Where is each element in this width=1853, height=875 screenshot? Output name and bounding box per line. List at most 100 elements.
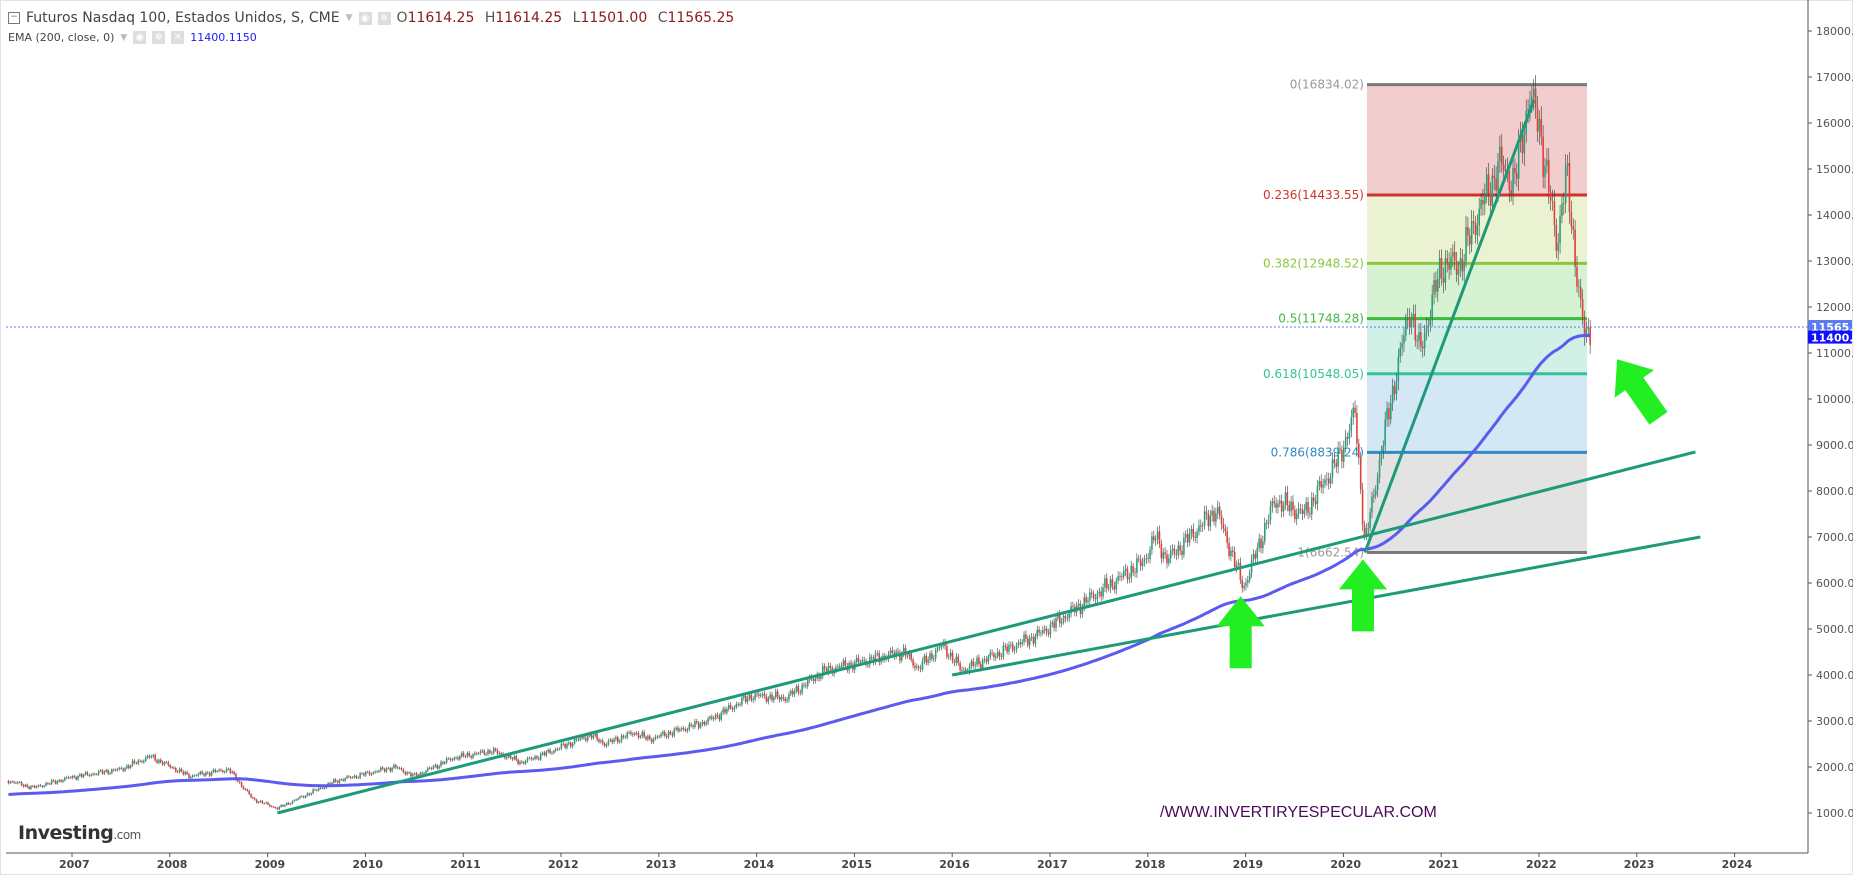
gear-icon[interactable]: ✲	[152, 31, 166, 44]
candle-body	[280, 804, 282, 807]
candle-body	[139, 760, 141, 762]
candle-body	[1038, 629, 1040, 633]
candle-body	[1553, 201, 1556, 226]
candle-body	[931, 653, 933, 659]
candle-body	[129, 765, 132, 768]
candle-body	[451, 759, 454, 761]
candle-body	[948, 656, 950, 658]
candle-body	[1359, 458, 1362, 490]
candle-body	[13, 781, 15, 783]
close-icon[interactable]: ✕	[171, 31, 185, 44]
candle-body	[1057, 613, 1059, 619]
candle-body	[445, 758, 448, 763]
candle-body	[133, 760, 136, 763]
candle-body	[737, 704, 739, 706]
candle-body	[359, 773, 361, 778]
candle-body	[1186, 534, 1189, 543]
candle-body	[492, 748, 495, 754]
candle-body	[1350, 417, 1353, 431]
candle-body	[137, 760, 140, 764]
candle-body	[1416, 340, 1418, 342]
candle-body	[660, 734, 662, 737]
candle-body	[244, 788, 247, 790]
candle-body	[598, 739, 600, 742]
candle-body	[237, 780, 239, 782]
candle-body	[284, 805, 286, 807]
candle-body	[840, 665, 843, 668]
fib-zone	[1367, 84, 1587, 196]
candle-body	[908, 653, 911, 657]
candle-body	[880, 659, 882, 663]
chevron-down-icon[interactable]: ▼	[120, 32, 128, 43]
candle-body	[628, 732, 630, 733]
candle-body	[35, 786, 38, 788]
gear-icon[interactable]: ✲	[377, 11, 391, 25]
candle-body	[1021, 642, 1023, 644]
candle-body	[959, 663, 961, 671]
candle-body	[1378, 459, 1381, 478]
candle-body	[1141, 562, 1144, 567]
y-tick-label: 14000.00	[1816, 209, 1853, 222]
eye-icon[interactable]: ◉	[358, 11, 372, 25]
candle-body	[1510, 190, 1512, 194]
candle-body	[515, 756, 518, 760]
candle-body	[276, 808, 279, 810]
ohlc-open: 11614.25	[407, 10, 475, 26]
candle-body	[297, 798, 299, 800]
axes: 18000.00 17000.00 16000.00 15000.00 14000.00…	[6, 0, 1853, 871]
eye-icon[interactable]: ◉	[133, 31, 147, 44]
minus-box-icon[interactable]: −	[8, 12, 20, 24]
candle-body	[720, 712, 723, 720]
candle-body	[248, 790, 250, 795]
candle-body	[790, 690, 792, 695]
candle-body	[1433, 280, 1435, 295]
candle-body	[1435, 280, 1437, 292]
indicator-title[interactable]: EMA (200, close, 0)	[8, 31, 115, 44]
candle-body	[1500, 146, 1503, 165]
candle-body	[1090, 592, 1093, 594]
candle-body	[1040, 632, 1042, 634]
candle-body	[419, 772, 422, 776]
candle-body	[1487, 174, 1490, 194]
candle-body	[410, 773, 412, 777]
candle-body	[396, 767, 399, 769]
candle-body	[842, 660, 845, 666]
candle-body	[867, 664, 869, 666]
symbol-title[interactable]: Futuros Nasdaq 100, Estados Unidos, S, C…	[26, 10, 340, 26]
candle-body	[1311, 497, 1313, 515]
candle-body	[1388, 408, 1390, 420]
candle-body	[1589, 327, 1591, 345]
y-tick-label: 18000.00	[1816, 25, 1853, 38]
candle-body	[1406, 317, 1409, 320]
candle-body	[1207, 513, 1210, 527]
candle-body	[1260, 538, 1262, 549]
candle-body	[79, 774, 81, 777]
candle-body	[1316, 485, 1319, 505]
candle-body	[569, 742, 572, 747]
candle-body	[1271, 501, 1274, 507]
candle-body	[159, 759, 162, 763]
candle-body	[103, 771, 106, 774]
candle-body	[727, 705, 730, 709]
candle-body	[464, 756, 467, 758]
candle-body	[558, 748, 561, 750]
candle-body	[180, 768, 183, 772]
candle-body	[1348, 430, 1351, 439]
candle-body	[1395, 381, 1398, 394]
candle-body	[37, 785, 40, 787]
candle-body	[1055, 618, 1057, 628]
candle-body	[71, 775, 74, 778]
y-tick-label: 11000.00	[1816, 347, 1853, 360]
candle-body	[33, 786, 36, 788]
candle-body	[974, 664, 976, 666]
candle-body	[370, 773, 373, 775]
chevron-down-icon[interactable]: ▼	[345, 13, 353, 23]
candle-body	[442, 761, 444, 764]
candle-body	[306, 793, 309, 796]
candle-body	[1036, 629, 1039, 637]
candle-body	[1468, 235, 1471, 245]
candle-body	[1010, 644, 1012, 646]
fib-level-label: 0.618(10548.05)	[1263, 367, 1364, 381]
candle-body	[308, 793, 311, 795]
